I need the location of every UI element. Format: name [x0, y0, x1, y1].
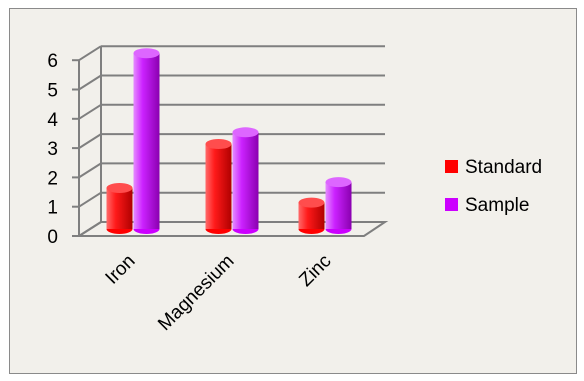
y-tick-label: 6: [47, 51, 58, 72]
bars: [106, 48, 352, 234]
bar-sample-magnesium: [232, 127, 259, 234]
chart-frame: [9, 8, 577, 374]
gridline-side: [78, 103, 102, 120]
bar-standard-zinc: [298, 197, 325, 234]
bar-standard-magnesium: [205, 139, 232, 234]
legend-label: Sample: [465, 195, 529, 216]
bar-sample-zinc: [325, 177, 352, 234]
gridline-side: [78, 221, 102, 237]
y-axis-ticks: 0 1 2 3 4 5 6: [47, 51, 58, 248]
legend: Standard Sample: [445, 157, 542, 216]
legend-swatch: [445, 160, 458, 173]
category-label: Magnesium: [154, 251, 238, 335]
gridline-side: [78, 45, 102, 62]
x-axis-categories: Iron Magnesium Zinc: [102, 251, 336, 335]
gridline-side: [78, 162, 102, 179]
bar-sample-iron: [133, 48, 160, 234]
y-tick-label: 3: [47, 139, 58, 160]
gridline-side: [78, 191, 102, 208]
y-tick-label: 4: [47, 110, 58, 131]
y-tick-label: 5: [47, 81, 58, 102]
category-label: Iron: [102, 251, 140, 289]
y-tick-label: 2: [47, 168, 58, 189]
legend-label: Standard: [465, 157, 542, 178]
category-label: Zinc: [295, 251, 335, 291]
bar-standard-iron: [106, 182, 133, 234]
gridline-side: [78, 133, 102, 149]
y-tick-label: 1: [47, 198, 58, 219]
gridline-side: [78, 74, 102, 91]
legend-swatch: [445, 198, 458, 211]
y-tick-label: 0: [47, 227, 58, 248]
